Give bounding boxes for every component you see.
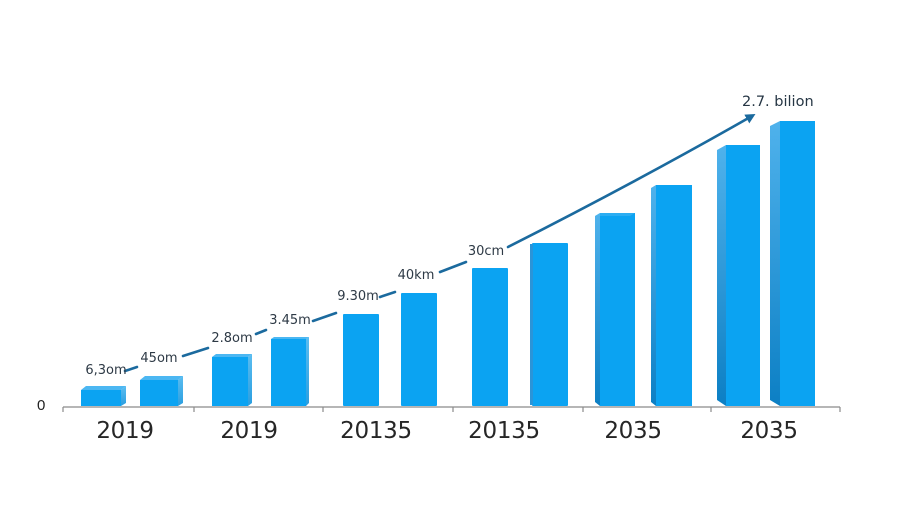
value-label: 9.30m: [337, 289, 379, 304]
trend-callout-label: 2.7. bilion: [742, 94, 814, 110]
value-label: 40km: [397, 268, 435, 283]
value-label: 45om: [140, 351, 178, 366]
bar: [81, 386, 126, 406]
bar: [271, 337, 309, 406]
x-tick-label: 2035: [604, 418, 662, 444]
bar-group-1: [81, 376, 183, 406]
bar: [401, 293, 437, 406]
value-label: 30cm: [467, 244, 505, 259]
bar-group-2: [212, 337, 309, 406]
x-tick-label: 20135: [468, 418, 540, 444]
x-tick-label: 2035: [740, 418, 798, 444]
bar: [595, 213, 635, 406]
bar-group-4: [472, 243, 568, 406]
value-label: 3.45m: [269, 313, 311, 328]
x-tick-label: 2019: [220, 418, 278, 444]
bar: [343, 314, 379, 406]
bar: [651, 185, 692, 406]
bar: [472, 268, 508, 406]
bar-group-6: [717, 121, 815, 406]
x-tick-label: 20135: [340, 418, 412, 444]
bar: [212, 354, 252, 406]
y-axis-zero-label: 0: [37, 397, 46, 414]
x-axis: [62, 406, 841, 412]
value-label: 6,3om: [85, 363, 127, 378]
bar: [530, 243, 568, 406]
trend-line: [123, 114, 756, 373]
x-tick-label: 2019: [96, 418, 154, 444]
bar: [770, 121, 815, 406]
bar: [717, 145, 760, 406]
bar-group-3: [343, 293, 437, 406]
value-label: 2.8om: [211, 331, 253, 346]
bar: [140, 376, 183, 406]
bar-group-5: [595, 185, 692, 406]
